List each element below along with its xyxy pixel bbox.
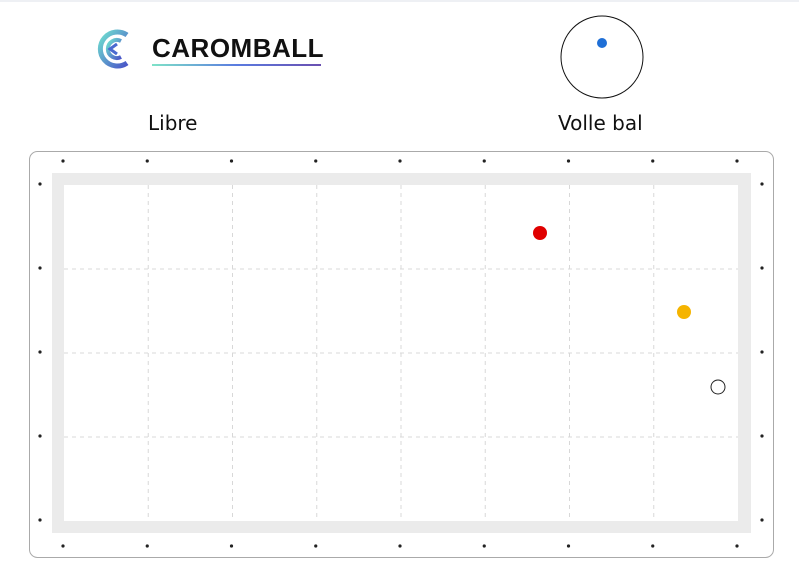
diamond-marker: [398, 544, 402, 548]
diamond-marker: [145, 544, 149, 548]
diamond-marker: [482, 159, 486, 163]
brand-underline: [152, 64, 321, 66]
diamond-marker: [314, 159, 318, 163]
diamond-marker: [229, 159, 234, 163]
logo-icon: [97, 29, 129, 69]
diamond-marker: [651, 544, 655, 548]
diamond-marker: [735, 159, 739, 163]
diamond-marker: [760, 518, 764, 522]
diamond-marker: [760, 434, 764, 438]
hit-point-dot: [597, 38, 607, 48]
diamond-marker: [61, 159, 65, 163]
diamond-marker: [38, 518, 42, 522]
red-ball[interactable]: [533, 226, 547, 240]
top-border: [0, 0, 799, 2]
diamond-marker: [398, 159, 402, 163]
yellow-ball[interactable]: [677, 305, 691, 319]
cue-ball-diagram[interactable]: [560, 15, 644, 99]
diamond-marker: [38, 182, 42, 186]
diamond-marker: [38, 266, 42, 270]
white-ball[interactable]: [710, 379, 726, 395]
game-type-label: Libre: [148, 111, 198, 135]
diamond-marker: [735, 544, 739, 548]
brand-name: CAROMBALL: [152, 33, 325, 63]
diamond-marker: [314, 544, 318, 548]
diamond-marker: [760, 266, 764, 270]
diamond-marker: [760, 350, 764, 354]
cue-ball-label: Volle bal: [558, 111, 643, 135]
diamond-marker: [61, 544, 65, 548]
diamond-marker: [651, 159, 655, 163]
diamond-marker: [482, 544, 486, 548]
diamond-marker: [760, 182, 764, 186]
diamond-marker: [38, 350, 42, 354]
diamond-marker: [229, 544, 234, 548]
diamond-marker: [145, 159, 149, 163]
diamond-marker: [566, 544, 571, 548]
diamond-marker: [566, 159, 571, 163]
diamond-marker: [38, 434, 42, 438]
